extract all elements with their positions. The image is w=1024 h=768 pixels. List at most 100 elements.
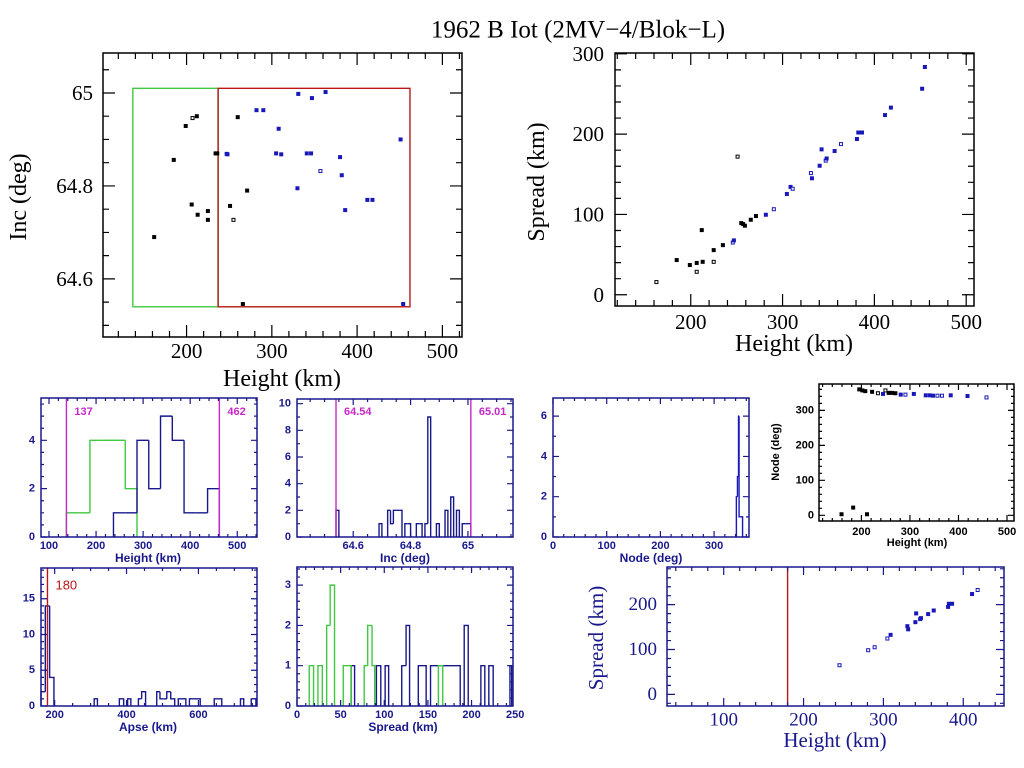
data-point bbox=[911, 391, 916, 396]
x-axis-ticks bbox=[48, 398, 257, 537]
data-point bbox=[279, 152, 284, 157]
y-tick-label: 0 bbox=[648, 684, 658, 705]
data-point bbox=[881, 391, 886, 396]
x-tick-label: 0 bbox=[294, 709, 300, 721]
histogram-bar bbox=[308, 665, 315, 706]
histogram-bar bbox=[329, 584, 336, 706]
x-axis-label: Height (km) bbox=[115, 551, 181, 565]
y-tick-label: 10 bbox=[23, 628, 35, 640]
histogram-bar bbox=[112, 512, 126, 537]
x-axis-label: Apse (km) bbox=[119, 720, 177, 734]
data-point bbox=[851, 505, 856, 510]
data-point bbox=[398, 137, 403, 142]
x-tick-label: 500 bbox=[228, 540, 246, 552]
histogram-bar bbox=[156, 691, 160, 706]
data-point-open bbox=[711, 259, 716, 264]
histogram-bar bbox=[740, 516, 744, 537]
cutoff-label: 65.01 bbox=[479, 406, 507, 418]
x-axis-label: Height (km) bbox=[223, 366, 341, 392]
data-point bbox=[261, 108, 266, 113]
plot-frame bbox=[40, 397, 258, 538]
data-point-open bbox=[883, 388, 888, 393]
data-point bbox=[309, 151, 314, 156]
histogram-bar bbox=[118, 698, 125, 706]
data-point bbox=[254, 108, 259, 113]
histogram-bar bbox=[405, 624, 411, 706]
data-point bbox=[694, 260, 699, 265]
data-point bbox=[863, 389, 868, 394]
y-axis-label: Node (deg) bbox=[770, 423, 782, 481]
data-point bbox=[731, 238, 736, 243]
x-tick-label: 200 bbox=[462, 709, 480, 721]
apse-histogram-panel: 180 200 400 600 0 5 10 15 Apse (km) bbox=[23, 567, 258, 734]
data-point bbox=[323, 90, 328, 95]
data-point bbox=[920, 86, 925, 91]
inc-histogram-panel: 64.54 65.01 64.6 64.8 65 0 2 4 6 8 10 Inc (deg) bbox=[279, 398, 514, 565]
data-point bbox=[343, 208, 348, 213]
x-tick-label: 300 bbox=[869, 710, 898, 731]
histogram-bar bbox=[171, 416, 185, 441]
data-point bbox=[927, 393, 932, 398]
y-tick-label: 3 bbox=[285, 579, 291, 591]
histogram-bar bbox=[386, 509, 391, 537]
cutoff-label: 64.54 bbox=[344, 406, 372, 418]
data-point bbox=[788, 184, 793, 189]
y-tick-label: 2 bbox=[285, 619, 291, 631]
height-histogram-panel: 137 462 100 200 300 400 500 0 2 4 Height (km) bbox=[29, 397, 258, 565]
y-tick-label: 0 bbox=[541, 531, 547, 543]
y-axis-label: Spread (km) bbox=[584, 586, 608, 690]
y-axis-ticks bbox=[297, 568, 513, 707]
data-point bbox=[195, 212, 200, 217]
data-point bbox=[748, 217, 753, 222]
data-point bbox=[965, 394, 970, 399]
data-point-open bbox=[735, 154, 740, 159]
x-tick-label: 400 bbox=[117, 709, 135, 721]
x-tick-label: 50 bbox=[335, 709, 347, 721]
x-tick-label: 200 bbox=[789, 710, 818, 731]
data-point bbox=[856, 130, 861, 135]
x-tick-label: 300 bbox=[134, 540, 152, 552]
x-axis-ticks bbox=[54, 568, 253, 706]
y-tick-label: 0 bbox=[29, 700, 35, 712]
y-tick-label: 200 bbox=[796, 439, 814, 451]
y-tick-label: 4 bbox=[285, 478, 292, 490]
data-point bbox=[784, 191, 789, 196]
x-tick-label: 100 bbox=[709, 710, 738, 731]
scatter-series-black bbox=[152, 114, 250, 306]
data-point bbox=[152, 235, 157, 240]
y-tick-label: 6 bbox=[541, 410, 547, 422]
scatter-series-black bbox=[839, 387, 898, 517]
data-point-open bbox=[694, 269, 699, 274]
x-axis-label: Spread (km) bbox=[368, 720, 437, 734]
histogram-bar bbox=[48, 605, 55, 706]
x-tick-label: 100 bbox=[375, 709, 393, 721]
plot-frame bbox=[296, 398, 514, 538]
y-tick-label: 10 bbox=[279, 398, 291, 410]
data-point bbox=[225, 152, 230, 157]
scatter-series-blue bbox=[224, 90, 406, 306]
histogram-bar bbox=[435, 522, 440, 537]
data-point bbox=[914, 611, 919, 616]
x-tick-label: 200 bbox=[87, 540, 105, 552]
data-point bbox=[926, 612, 931, 617]
x-axis-label: Height (km) bbox=[783, 728, 886, 752]
x-tick-label: 200 bbox=[852, 526, 870, 538]
x-axis-ticks bbox=[821, 384, 1008, 521]
x-tick-label: 150 bbox=[419, 709, 437, 721]
spread-histogram-panel: 0 50 100 150 200 250 0 1 2 3 Spread (km) bbox=[285, 566, 524, 734]
x-tick-label: 600 bbox=[189, 709, 207, 721]
y-axis-ticks bbox=[615, 53, 974, 296]
data-point bbox=[228, 203, 233, 208]
data-point bbox=[922, 64, 927, 69]
data-point bbox=[857, 387, 862, 392]
data-point bbox=[183, 123, 188, 128]
y-tick-label: 2 bbox=[29, 483, 35, 495]
histogram-bar bbox=[250, 698, 257, 706]
data-point-open bbox=[872, 645, 877, 650]
histogram-bar bbox=[738, 416, 741, 518]
data-point bbox=[370, 197, 375, 202]
histogram-bar bbox=[188, 698, 201, 706]
data-point bbox=[309, 96, 314, 101]
